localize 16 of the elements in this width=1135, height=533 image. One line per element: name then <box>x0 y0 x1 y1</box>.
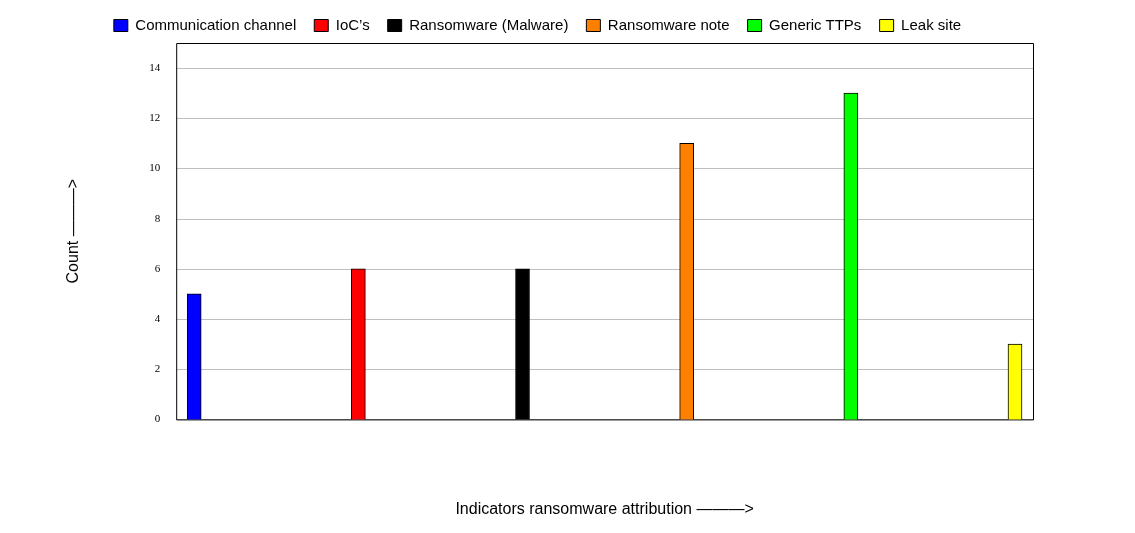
y-tick-label: 0 <box>154 412 161 425</box>
y-axis-title: Count ———> <box>64 178 82 284</box>
legend-label: Leak site <box>901 15 962 33</box>
y-tick-label: 2 <box>154 362 161 375</box>
y-tick-label: 10 <box>149 161 161 174</box>
legend-label: IoC’s <box>335 15 370 33</box>
y-tick-label: 12 <box>149 111 161 124</box>
legend-label: Ransomware note <box>607 15 730 33</box>
y-tick-label: 6 <box>154 261 161 274</box>
y-tick-label: 4 <box>154 311 161 324</box>
x-axis-title: Indicators ransomware attribution ———> <box>455 499 754 517</box>
y-tick-label: 14 <box>149 60 161 73</box>
legend-label: Communication channel <box>135 15 297 33</box>
y-tick-label: 8 <box>154 211 161 224</box>
legend-label: Generic TTPs <box>769 15 862 33</box>
legend-label: Ransomware (Malware) <box>409 15 569 33</box>
